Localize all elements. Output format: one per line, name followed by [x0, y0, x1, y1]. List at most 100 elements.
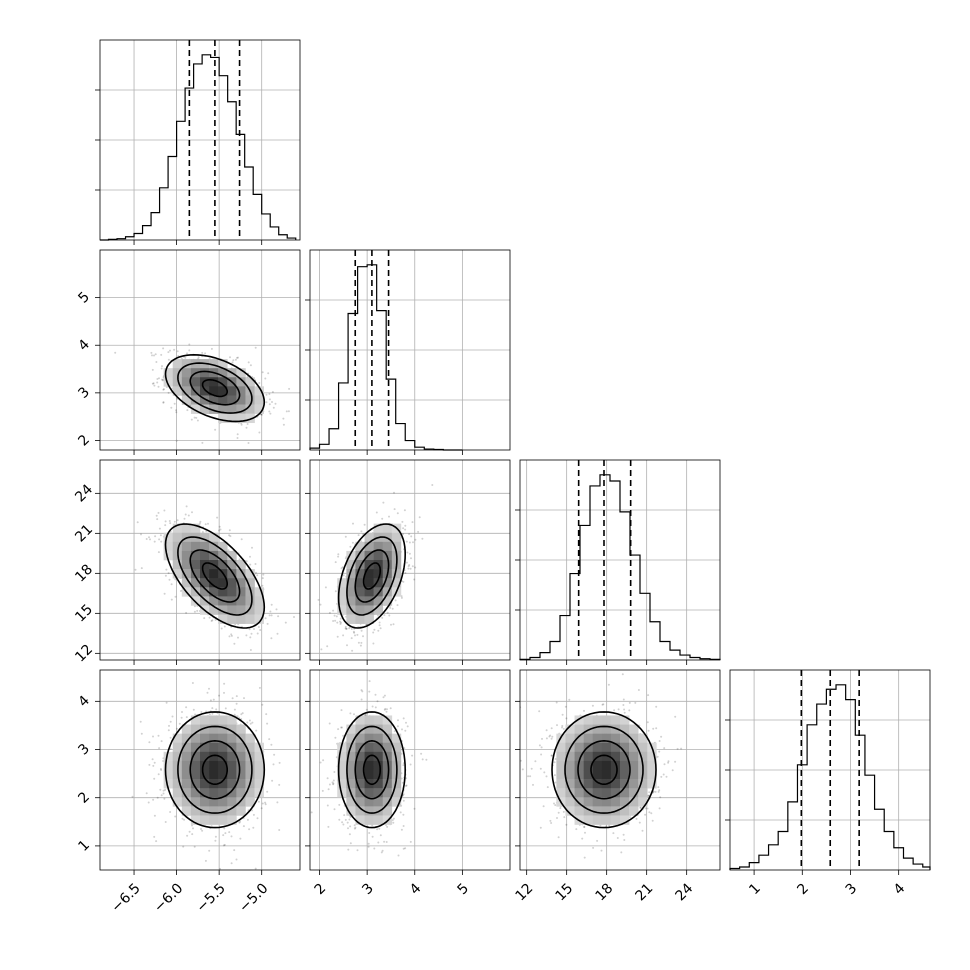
scatter-point: [249, 722, 252, 725]
density-cell: [254, 605, 264, 615]
panel-1-2: [305, 459, 511, 665]
scatter-point: [151, 368, 154, 371]
density-cell: [163, 532, 174, 543]
scatter-point: [380, 851, 383, 854]
scatter-point: [154, 535, 157, 538]
scatter-point: [408, 564, 411, 566]
density-cell: [163, 550, 174, 561]
density-cell: [227, 404, 237, 414]
scatter-point: [332, 783, 335, 786]
panel-content: [317, 484, 434, 652]
density-cell: [200, 596, 210, 606]
scatter-point: [190, 418, 193, 421]
density-cell: [200, 779, 210, 789]
scatter-point: [278, 761, 281, 764]
scatter-point: [405, 540, 408, 543]
scatter-point: [334, 736, 337, 739]
density-cell: [236, 395, 246, 405]
scatter-point: [385, 710, 388, 713]
scatter-point: [157, 385, 160, 388]
density-cell: [181, 560, 192, 570]
scatter-point: [360, 641, 363, 644]
density-cell: [373, 541, 384, 552]
scatter-point: [278, 783, 281, 786]
density-cell: [254, 386, 264, 396]
scatter-point: [393, 508, 396, 511]
density-cell: [346, 578, 356, 588]
scatter-point: [403, 509, 406, 512]
scatter-point: [248, 628, 251, 631]
density-cell: [200, 751, 210, 762]
scatter-point: [228, 529, 231, 532]
scatter-point: [353, 631, 356, 634]
hist-frame-0: [99, 39, 301, 241]
scatter-point: [223, 691, 225, 694]
scatter-point: [145, 792, 148, 795]
density-cell: [227, 724, 237, 734]
density-cell: [181, 779, 192, 789]
density-cell: [172, 733, 183, 744]
scatter-point: [265, 667, 267, 669]
scatter-point: [181, 711, 183, 713]
scatter-point: [163, 509, 166, 512]
density-cell: [227, 797, 237, 807]
panel-frame: [99, 249, 301, 451]
scatter-point: [404, 847, 407, 850]
scatter-point: [140, 567, 143, 570]
scatter-point: [251, 809, 254, 812]
scatter-point: [160, 740, 163, 743]
scatter-point: [352, 630, 355, 633]
contour-level: [177, 536, 253, 616]
density-cell: [190, 715, 201, 725]
density-cell: [254, 751, 264, 762]
scatter-point: [158, 527, 161, 530]
scatter-point: [151, 354, 153, 357]
scatter-point: [258, 686, 261, 689]
scatter-point: [169, 811, 172, 813]
density-cell: [190, 779, 201, 789]
scatter-point: [378, 621, 381, 624]
density-cell: [209, 788, 219, 798]
scatter-point: [353, 824, 356, 827]
contour-level: [337, 523, 407, 629]
scatter-point: [191, 824, 193, 827]
scatter-point: [342, 734, 345, 737]
density-cell: [227, 578, 237, 588]
scatter-point: [160, 378, 163, 381]
scatter-point: [237, 356, 239, 359]
scatter-point: [223, 625, 226, 628]
density-cell: [245, 569, 255, 579]
scatter-point: [247, 442, 250, 444]
scatter-point: [153, 835, 156, 838]
scatter-point: [386, 611, 389, 614]
scatter-point: [162, 401, 165, 404]
scatter-point: [188, 343, 191, 346]
density-cells: [337, 523, 402, 624]
scatter-point: [204, 859, 207, 862]
scatter-point: [170, 406, 173, 409]
scatter-point: [160, 367, 163, 370]
scatter-point: [153, 354, 155, 357]
scatter-point: [186, 834, 189, 837]
scatter-point: [184, 356, 187, 359]
scatter-point: [400, 828, 403, 831]
scatter-point: [167, 729, 170, 732]
density-cell: [172, 788, 183, 798]
panel-0-2: [95, 459, 301, 669]
scatter-point: [397, 719, 399, 722]
density-cell: [209, 733, 219, 744]
scatter-point: [365, 708, 368, 711]
scatter-point: [257, 626, 260, 628]
density-cell: [245, 587, 255, 597]
scatter-point: [148, 536, 150, 539]
density-cell: [254, 770, 264, 780]
scatter-point: [364, 713, 367, 716]
scatter-point: [261, 584, 264, 587]
density-cell: [391, 569, 402, 579]
scatter-point: [410, 535, 413, 538]
density-cell: [200, 797, 210, 807]
density-cell: [218, 605, 228, 615]
scatter-point: [246, 423, 249, 425]
scatter-point: [346, 644, 348, 647]
density-cell: [373, 605, 384, 615]
